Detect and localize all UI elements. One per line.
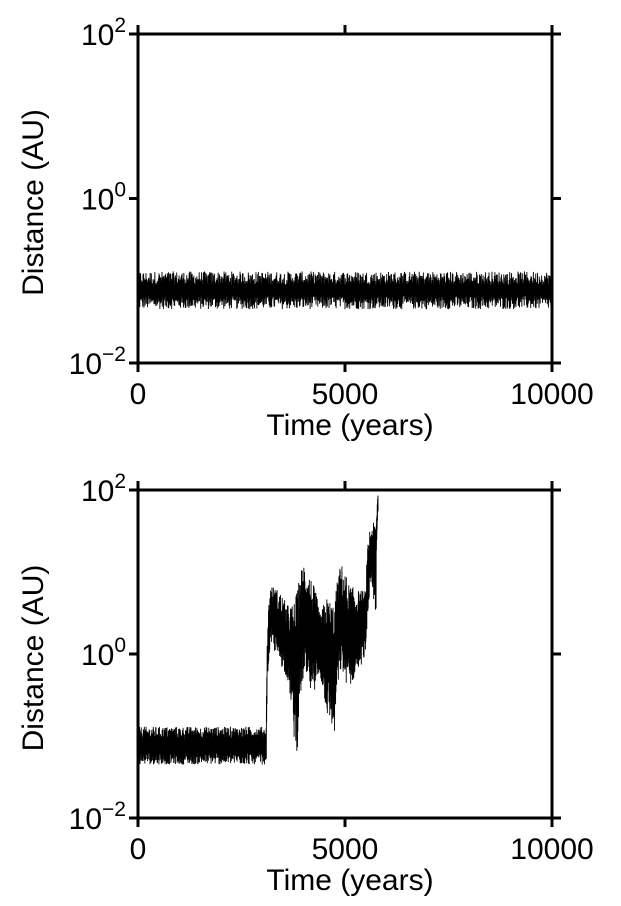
y-tick-label: 100 [81,179,126,217]
x-tick-label: 5000 [312,378,379,411]
x-tick-label: 10000 [510,833,593,866]
plot-frame [136,32,554,365]
y-axis-title: Distance (AU) [17,565,50,752]
y-axis-title: Distance (AU) [17,109,50,296]
y-tick-label: 10−2 [69,798,126,836]
x-tick-label: 5000 [312,833,379,866]
y-tick-label: 102 [81,470,126,508]
y-tick-label: 100 [81,634,126,672]
panel-top: 0 5000 10000 10−2 100 102 Time (years) Distance… [17,14,594,442]
x-tick-label: 0 [130,378,147,411]
x-axis-title: Time (years) [266,864,433,897]
y-tick-label: 102 [81,14,126,52]
x-tick-label: 10000 [510,378,593,411]
series-line [137,495,379,765]
x-tick-label: 0 [130,833,147,866]
series-line [137,271,553,310]
panel-bottom: 0 5000 10000 10−2 100 102 Time (years) Distance… [17,470,594,897]
y-tick-label: 10−2 [69,343,126,381]
x-axis-title: Time (years) [266,409,433,442]
